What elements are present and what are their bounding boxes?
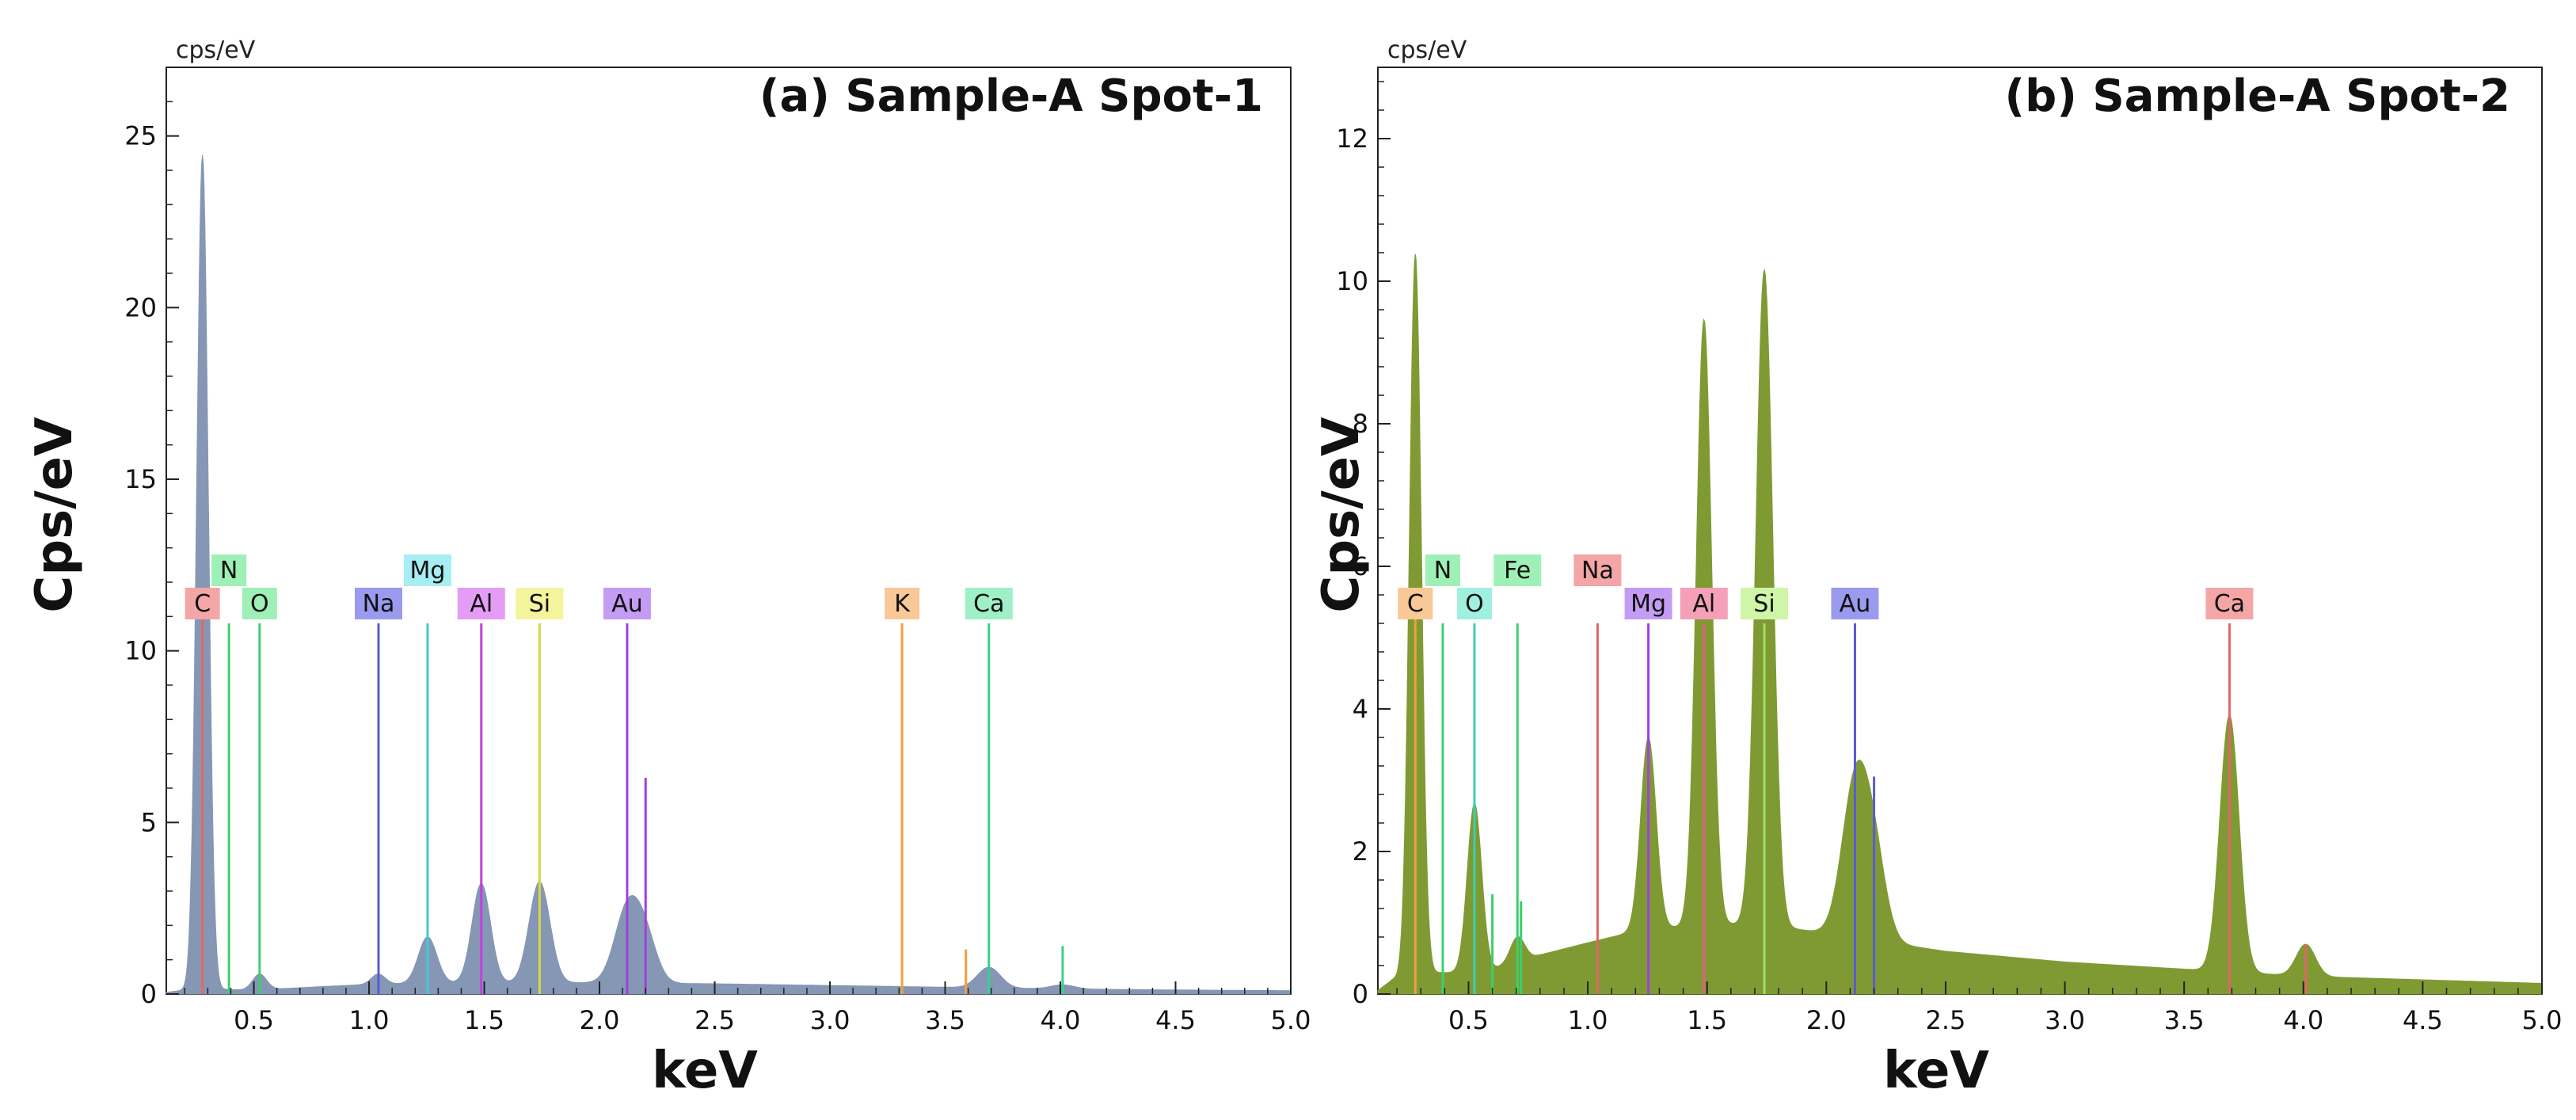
- element-label-bg-c: [185, 588, 220, 619]
- panel-b-spectrum: CNO Fe Na Mg Al Si Au Ca 0.5 1.0 1.5 2.0 2.5 3.0 3.5 4.…: [1312, 36, 2562, 1100]
- x-tick-label: 2.0: [1806, 1005, 1847, 1035]
- y-tick-label: 10: [124, 636, 157, 666]
- element-label-n: N: [1434, 557, 1452, 585]
- element-label-al: Al: [470, 590, 493, 618]
- x-tick-label: 5.0: [1271, 1005, 1311, 1035]
- x-tick-label: 3.0: [2045, 1005, 2085, 1035]
- spectrum-area: [166, 154, 1292, 995]
- x-tick-label: 4.5: [1155, 1005, 1196, 1035]
- x-tick-label: 2.5: [1925, 1005, 1965, 1035]
- element-label-fe: Fe: [1504, 557, 1531, 585]
- element-label-si: Si: [1753, 590, 1775, 618]
- element-label-mg: Mg: [1630, 590, 1666, 618]
- x-tick-label: 4.5: [2403, 1005, 2443, 1035]
- element-label-si: Si: [529, 590, 550, 618]
- y-tick-label: 15: [124, 464, 157, 494]
- x-tick-label: 5.0: [2522, 1005, 2563, 1035]
- element-label-bg-mg: [403, 554, 451, 586]
- y-tick-label: 12: [1336, 124, 1368, 154]
- element-label-bg-n: [1425, 554, 1460, 586]
- panel-title: (a) Sample-A Spot-1: [759, 70, 1263, 122]
- element-label-o: O: [1465, 590, 1484, 618]
- x-tick-label: 3.5: [2164, 1005, 2205, 1035]
- element-label-bg-n: [211, 554, 247, 586]
- x-tick-label: 1.5: [1687, 1005, 1727, 1035]
- element-label-bg-o: [1456, 588, 1492, 619]
- element-label-bg-na: [1573, 554, 1622, 586]
- plot-area: [1377, 67, 2543, 995]
- x-axis-label: keV: [652, 1042, 758, 1100]
- x-tick-label: 3.0: [810, 1005, 850, 1035]
- element-label-bg-al: [1680, 588, 1728, 619]
- element-label-c: C: [194, 590, 211, 618]
- element-label-bg-na: [354, 588, 402, 619]
- x-tick-label: 1.5: [464, 1005, 504, 1035]
- y-tick-label: 8: [1353, 409, 1368, 439]
- y-tick-label: 25: [124, 121, 157, 151]
- element-label-bg-au: [1831, 588, 1879, 619]
- element-label-bg-fe: [1493, 554, 1542, 586]
- element-label-k: K: [894, 590, 911, 618]
- unit-label: cps/eV: [1387, 36, 1467, 64]
- element-label-o: O: [250, 590, 269, 618]
- y-tick-label: 20: [124, 292, 157, 322]
- element-label-c: C: [1407, 590, 1424, 618]
- element-label-bg-si: [1740, 588, 1788, 619]
- panel-title: (b) Sample-A Spot-2: [2005, 70, 2510, 122]
- x-tick-label: 2.5: [694, 1005, 735, 1035]
- element-label-bg-ca: [2205, 588, 2254, 619]
- x-tick-label: 0.5: [234, 1005, 274, 1035]
- x-tick-label: 0.5: [1448, 1005, 1489, 1035]
- element-label-au: Au: [611, 590, 643, 618]
- x-tick-label: 1.0: [1568, 1005, 1608, 1035]
- element-label-ca: Ca: [2214, 590, 2245, 618]
- x-tick-label: 1.0: [349, 1005, 390, 1035]
- x-tick-label: 4.0: [1041, 1005, 1081, 1035]
- element-label-bg-mg: [1624, 588, 1672, 619]
- element-label-al: Al: [1692, 590, 1715, 618]
- x-tick-label: 3.5: [925, 1005, 965, 1035]
- element-label-bg-ca: [965, 588, 1013, 619]
- element-label-na: Na: [1581, 557, 1614, 585]
- element-label-mg: Mg: [410, 557, 446, 585]
- y-tick-label: 4: [1353, 694, 1368, 724]
- y-axis-label: Cps/eV: [25, 417, 84, 613]
- unit-label: cps/eV: [176, 36, 256, 64]
- panel-a-spectrum: CNO Na Mg Al Si Au K Ca 0.5 1.0 1.5 2.0 2.5 3.0 3.5 4.0…: [25, 36, 1311, 1100]
- element-label-bg-si: [516, 588, 564, 619]
- y-axis-label: Cps/eV: [1312, 417, 1371, 613]
- element-label-bg-al: [457, 588, 505, 619]
- x-axis-label: keV: [1883, 1042, 1989, 1100]
- element-label-bg-c: [1398, 588, 1433, 619]
- y-tick-label: 2: [1353, 836, 1368, 867]
- element-label-au: Au: [1840, 590, 1871, 618]
- x-tick-label: 2.0: [580, 1005, 620, 1035]
- y-tick-label: 0: [141, 979, 157, 1009]
- y-tick-label: 0: [1353, 979, 1368, 1009]
- y-tick-label: 10: [1336, 266, 1368, 296]
- element-label-bg-k: [885, 588, 920, 619]
- y-tick-label: 6: [1353, 551, 1368, 581]
- element-label-ca: Ca: [973, 590, 1004, 618]
- x-tick-label: 4.0: [2283, 1005, 2323, 1035]
- element-label-na: Na: [363, 590, 395, 618]
- element-label-bg-au: [603, 588, 651, 619]
- plot-area: [166, 67, 1292, 995]
- element-label-bg-o: [242, 588, 277, 619]
- spectrum-area: [1377, 253, 2543, 995]
- element-label-n: N: [220, 557, 238, 585]
- y-tick-label: 5: [141, 807, 157, 837]
